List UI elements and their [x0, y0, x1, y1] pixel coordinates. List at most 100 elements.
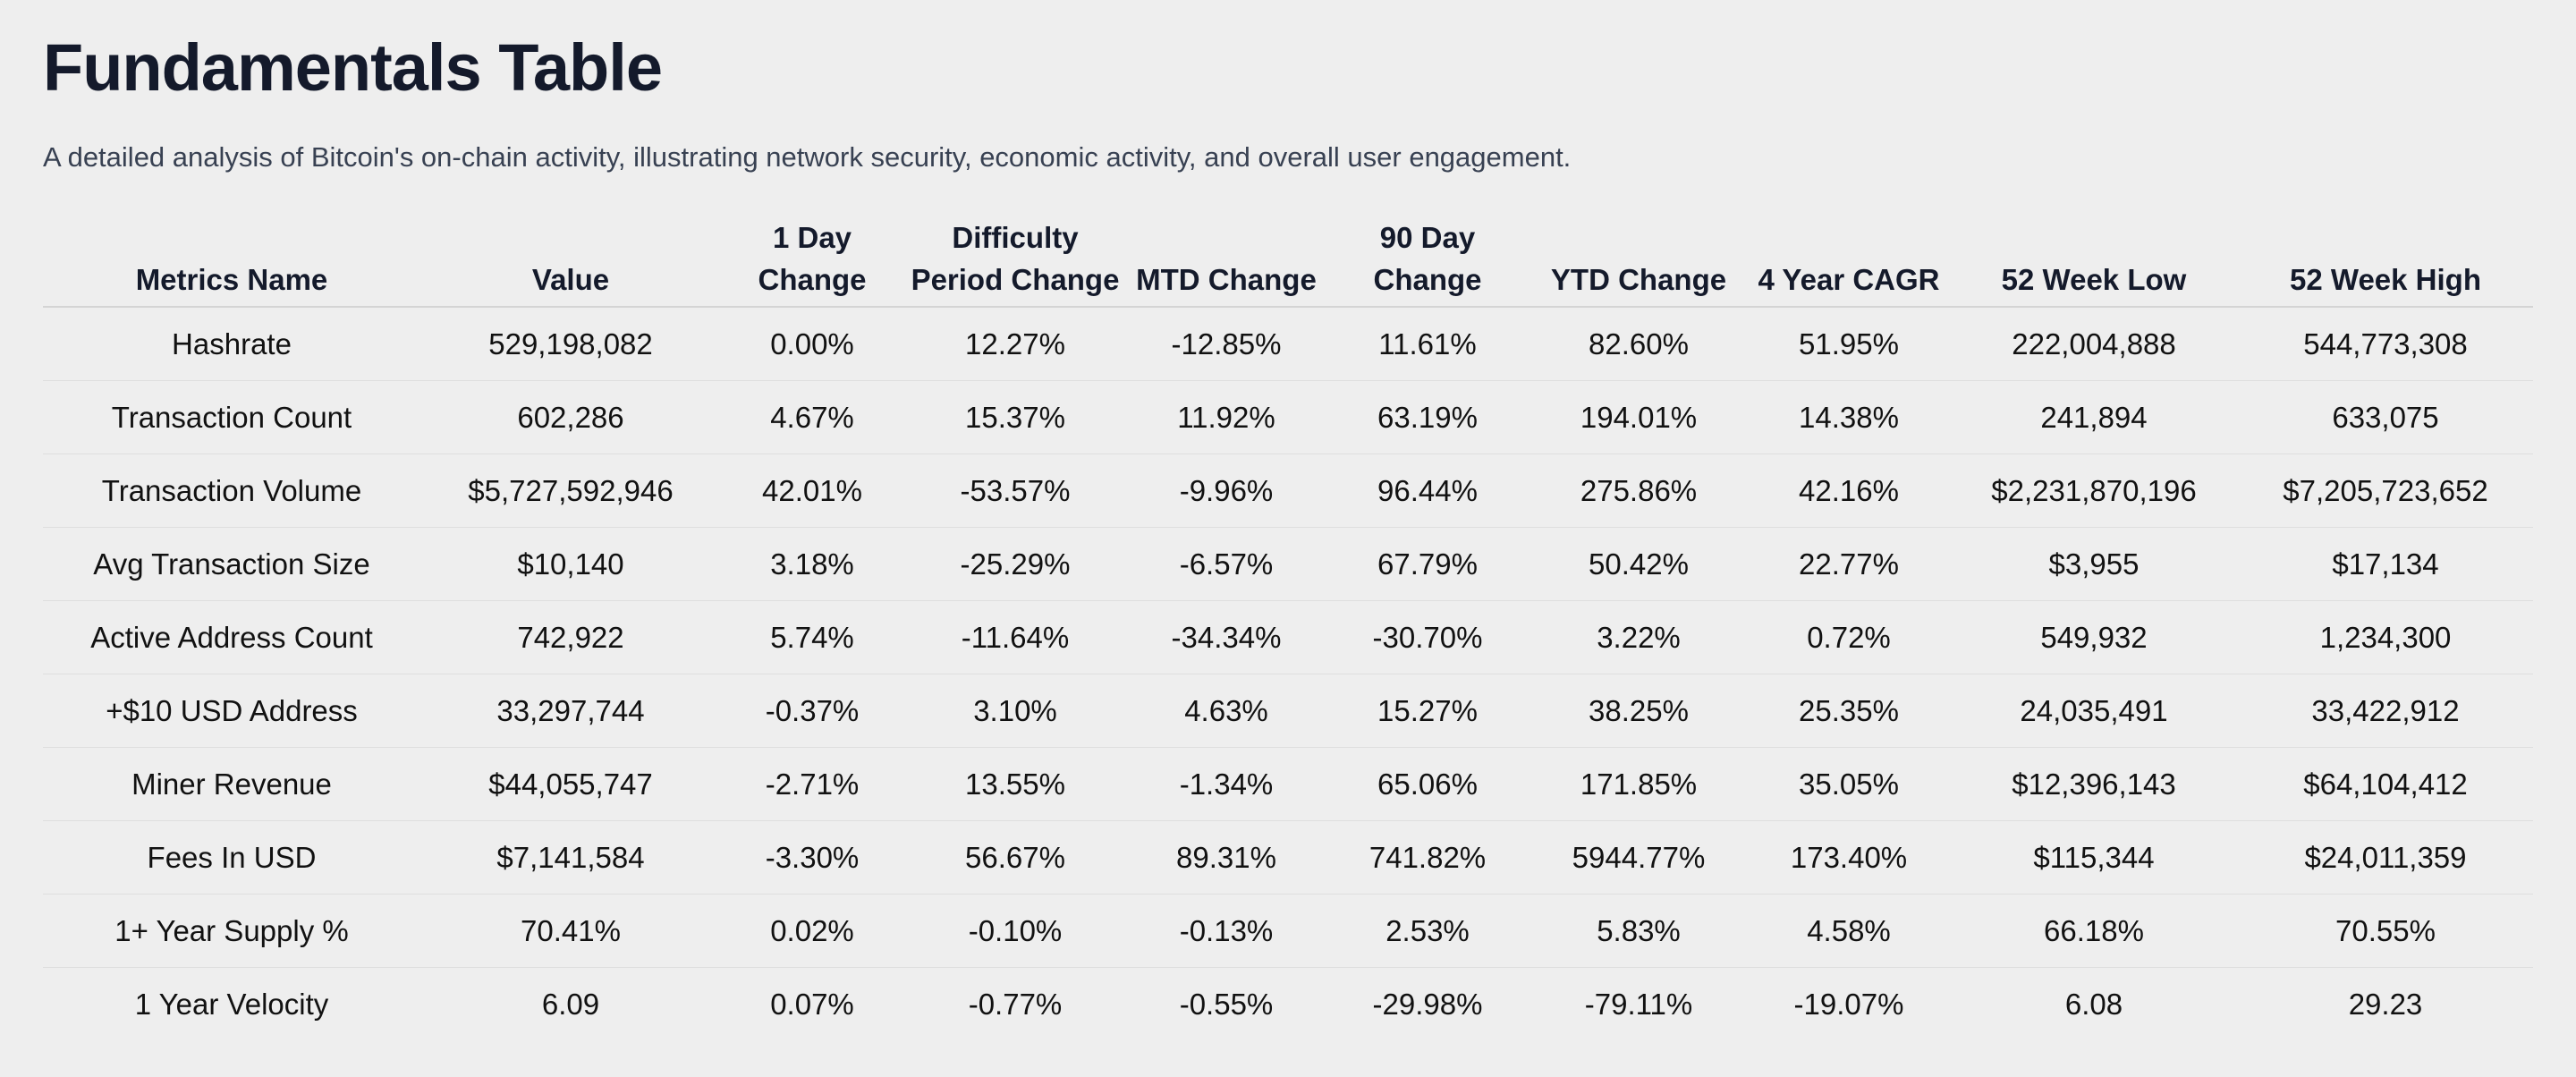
difficulty-period-change-cell: 13.55%	[903, 747, 1127, 821]
difficulty-period-change-cell: 12.27%	[903, 307, 1127, 381]
52-week-low-cell: 241,894	[1950, 380, 2238, 454]
ytd-change-cell: 82.60%	[1530, 307, 1748, 381]
metric-name-cell: Hashrate	[43, 307, 420, 381]
mtd-change-cell: -12.85%	[1127, 307, 1326, 381]
page-subtitle: A detailed analysis of Bitcoin's on-chai…	[43, 141, 1572, 173]
1-day-change-cell: 0.00%	[721, 307, 903, 381]
52-week-low-cell: 24,035,491	[1950, 674, 2238, 748]
90-day-change-cell: 65.06%	[1326, 747, 1530, 821]
mtd-change-cell: -34.34%	[1127, 600, 1326, 674]
column-header-value[interactable]: Value	[420, 208, 721, 308]
column-header-1-day-change[interactable]: 1 Day Change	[721, 208, 903, 308]
value-cell: $7,141,584	[420, 820, 721, 895]
fundamentals-table: Metrics Name Value 1 Day Change Difficul…	[43, 208, 2533, 1040]
value-cell: 6.09	[541, 987, 600, 1021]
table-header-row: Metrics Name Value 1 Day Change Difficul…	[43, 208, 2533, 308]
52-week-low-cell: 222,004,888	[1950, 307, 2238, 381]
metric-name-cell: 1 Year Velocity	[134, 987, 329, 1021]
4-year-cagr-cell: 4.58%	[1748, 894, 1950, 968]
90-day-change-cell: 67.79%	[1326, 527, 1530, 601]
table-row: Avg Transaction Size $10,140 3.18% -25.29% -…	[43, 527, 2533, 601]
4-year-cagr-cell: 14.38%	[1748, 380, 1950, 454]
52-week-low-cell: $115,344	[1950, 820, 2238, 895]
52-week-high-cell: 1,234,300	[2238, 600, 2533, 674]
value-cell: 70.41%	[420, 894, 721, 968]
ytd-change-cell: 171.85%	[1530, 747, 1748, 821]
ytd-change-cell: 194.01%	[1530, 380, 1748, 454]
1-day-change-cell: -2.71%	[721, 747, 903, 821]
difficulty-period-change-cell: 3.10%	[903, 674, 1127, 748]
table-row: Transaction Volume $5,727,592,946 42.01% -5…	[43, 454, 2533, 528]
mtd-change-cell: -1.34%	[1127, 747, 1326, 821]
value-cell: 742,922	[420, 600, 721, 674]
column-header-90-day-change[interactable]: 90 Day Change	[1326, 208, 1530, 308]
difficulty-period-change-cell: 56.67%	[903, 820, 1127, 895]
4-year-cagr-cell: 42.16%	[1748, 454, 1950, 528]
column-header-ytd-change[interactable]: YTD Change	[1530, 208, 1748, 308]
ytd-change-cell: 5944.77%	[1530, 820, 1748, 895]
4-year-cagr-cell: 25.35%	[1748, 674, 1950, 748]
4-year-cagr-cell: 51.95%	[1748, 307, 1950, 381]
90-day-change-cell: -29.98%	[1372, 987, 1483, 1021]
mtd-change-cell: 89.31%	[1127, 820, 1326, 895]
mtd-change-cell: -9.96%	[1127, 454, 1326, 528]
mtd-change-cell: -6.57%	[1127, 527, 1326, 601]
1-day-change-cell: -3.30%	[721, 820, 903, 895]
ytd-change-cell: 38.25%	[1530, 674, 1748, 748]
52-week-high-cell: 33,422,912	[2238, 674, 2533, 748]
table-row: Miner Revenue $44,055,747 -2.71% 13.55% -1.3…	[43, 747, 2533, 821]
column-header-52-week-low[interactable]: 52 Week Low	[1950, 208, 2238, 308]
90-day-change-cell: 15.27%	[1326, 674, 1530, 748]
52-week-low-cell: 66.18%	[1950, 894, 2238, 968]
52-week-high-cell: $17,134	[2238, 527, 2533, 601]
90-day-change-cell: -30.70%	[1326, 600, 1530, 674]
value-cell: 602,286	[420, 380, 721, 454]
column-header-52-week-high[interactable]: 52 Week High	[2238, 208, 2533, 308]
52-week-low-cell: 6.08	[2064, 987, 2123, 1021]
mtd-change-cell: -0.55%	[1179, 987, 1274, 1021]
4-year-cagr-cell: -19.07%	[1793, 987, 1904, 1021]
metric-name-cell: Miner Revenue	[43, 747, 420, 821]
ytd-change-cell: 5.83%	[1530, 894, 1748, 968]
1-day-change-cell: 0.02%	[721, 894, 903, 968]
column-header-4-year-cagr[interactable]: 4 Year CAGR	[1748, 208, 1950, 308]
1-day-change-cell: -0.37%	[721, 674, 903, 748]
difficulty-period-change-cell: 15.37%	[903, 380, 1127, 454]
difficulty-period-change-cell: -0.10%	[903, 894, 1127, 968]
difficulty-period-change-cell: -11.64%	[903, 600, 1127, 674]
value-cell: $5,727,592,946	[420, 454, 721, 528]
column-header-metrics-name[interactable]: Metrics Name	[43, 208, 420, 308]
ytd-change-cell: -79.11%	[1584, 987, 1693, 1021]
52-week-low-cell: $2,231,870,196	[1950, 454, 2238, 528]
table-row: Transaction Count 602,286 4.67% 15.37% 11.92…	[43, 380, 2533, 454]
table-row: Fees In USD $7,141,584 -3.30% 56.67% 89.31% 7…	[43, 820, 2533, 895]
difficulty-period-change-cell: -53.57%	[903, 454, 1127, 528]
table-body: Hashrate 529,198,082 0.00% 12.27% -12.85% 11.…	[43, 307, 2533, 1040]
value-cell: $10,140	[420, 527, 721, 601]
metric-name-cell: Avg Transaction Size	[43, 527, 420, 601]
52-week-low-cell: $12,396,143	[1950, 747, 2238, 821]
metric-name-cell: Transaction Volume	[43, 454, 420, 528]
1-day-change-cell: 4.67%	[721, 380, 903, 454]
90-day-change-cell: 96.44%	[1326, 454, 1530, 528]
metric-name-cell: Active Address Count	[43, 600, 420, 674]
52-week-high-cell: 633,075	[2238, 380, 2533, 454]
ytd-change-cell: 3.22%	[1530, 600, 1748, 674]
90-day-change-cell: 2.53%	[1326, 894, 1530, 968]
52-week-high-cell: $24,011,359	[2238, 820, 2533, 895]
4-year-cagr-cell: 0.72%	[1748, 600, 1950, 674]
metric-name-cell: Fees In USD	[43, 820, 420, 895]
mtd-change-cell: 4.63%	[1127, 674, 1326, 748]
mtd-change-cell: 11.92%	[1127, 380, 1326, 454]
value-cell: $44,055,747	[420, 747, 721, 821]
52-week-high-cell: 544,773,308	[2238, 307, 2533, 381]
90-day-change-cell: 11.61%	[1326, 307, 1530, 381]
table-row: 1 Year Velocity 6.09 0.07% -0.77% -0.55% -29.…	[43, 968, 2533, 1041]
table-row: Active Address Count 742,922 5.74% -11.64% -…	[43, 600, 2533, 674]
column-header-mtd-change[interactable]: MTD Change	[1127, 208, 1326, 308]
mtd-change-cell: -0.13%	[1127, 894, 1326, 968]
column-header-difficulty-period-change[interactable]: Difficulty Period Change	[903, 208, 1127, 308]
52-week-high-cell: 29.23	[2348, 987, 2423, 1021]
4-year-cagr-cell: 173.40%	[1748, 820, 1950, 895]
4-year-cagr-cell: 22.77%	[1748, 527, 1950, 601]
